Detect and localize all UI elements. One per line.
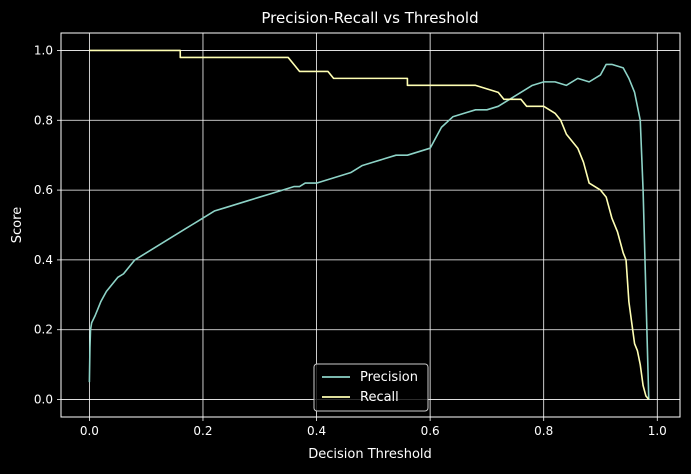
y-tick-label: 1.0 (34, 43, 53, 57)
legend-box (313, 363, 429, 412)
x-tick-label: 0.2 (193, 424, 212, 438)
x-tick-label: 0.4 (307, 424, 326, 438)
y-axis-label: Score (10, 207, 25, 243)
legend-label-precision: Precision (360, 370, 418, 385)
plot-frame (60, 32, 681, 418)
tick-layer: 0.0 0.2 0.4 0.6 0.8 1.0 0.0 0.2 0.4 0.6 0.8 1.0 (34, 43, 667, 438)
grid-layer (61, 33, 680, 417)
x-axis-label: Decision Threshold (308, 447, 432, 462)
legend: Precision Recall (313, 363, 429, 412)
x-tick-label: 0.8 (534, 424, 553, 438)
y-tick-label: 0.0 (34, 393, 53, 407)
series-line-precision (88, 63, 650, 400)
series-layer (88, 49, 650, 401)
y-tick-label: 0.2 (34, 323, 53, 337)
chart-title: Precision-Recall vs Threshold (261, 9, 478, 27)
y-tick-label: 0.8 (34, 113, 53, 127)
y-tick-label: 0.6 (34, 183, 53, 197)
x-tick-label: 1.0 (648, 424, 667, 438)
legend-label-recall: Recall (360, 390, 399, 405)
x-tick-label: 0.6 (421, 424, 440, 438)
y-tick-label: 0.4 (34, 253, 53, 267)
x-tick-label: 0.0 (80, 424, 99, 438)
series-line-recall (89, 49, 650, 401)
